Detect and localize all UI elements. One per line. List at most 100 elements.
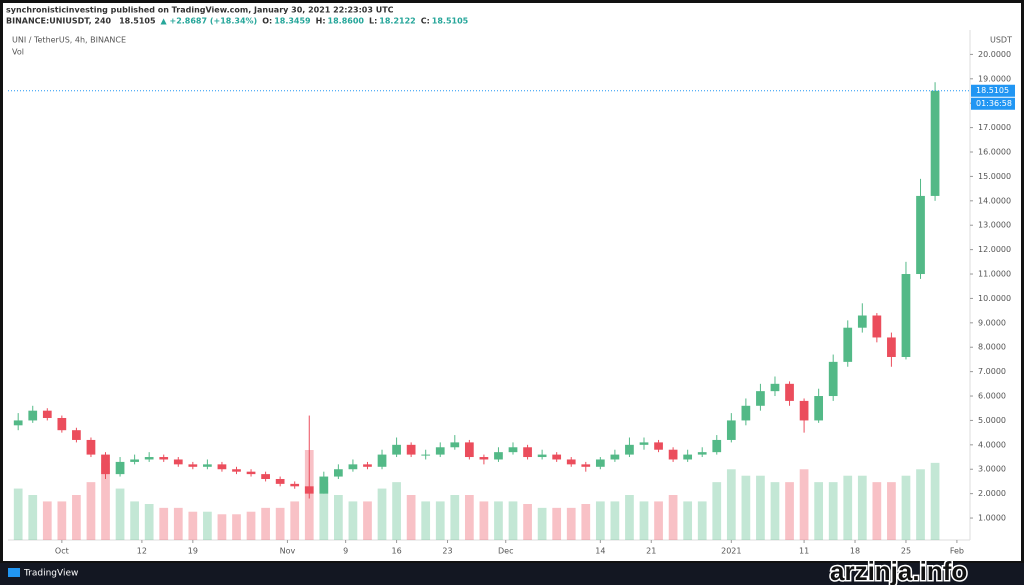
y-tick-label: 9.0000 (978, 318, 1006, 327)
candle-body (785, 383, 794, 401)
last-price-label: 18.5105 (976, 86, 1009, 95)
volume-bar (581, 504, 591, 540)
candle-body (595, 459, 605, 467)
chart-title: UNI / TetherUS, 4h, BINANCE (12, 36, 126, 45)
volume-bar (101, 462, 110, 540)
chart-background (3, 3, 1021, 561)
candle-body (275, 478, 285, 484)
y-unit: USDT (990, 36, 1012, 45)
ohlc-label: O: (262, 17, 272, 26)
ohlc-label: C: (421, 17, 430, 26)
volume-bar (523, 504, 532, 540)
countdown-box (971, 97, 1015, 110)
brand-logo (8, 568, 20, 577)
volume-bar (232, 514, 241, 540)
candle-body (828, 361, 838, 397)
candle-body (42, 410, 52, 418)
candle-body (246, 471, 256, 475)
volume-bar (130, 501, 139, 540)
y-tick-label: 12.0000 (978, 245, 1011, 254)
x-tick-label: Dec (498, 547, 513, 556)
volume-bar (552, 507, 562, 540)
ohlc-value: 18.8600 (328, 17, 365, 26)
volume-bar (464, 495, 474, 540)
y-tick-label: 5.0000 (978, 416, 1006, 425)
volume-bar (537, 507, 547, 540)
y-tick-label: 14.0000 (978, 196, 1011, 205)
candle-body (217, 464, 227, 470)
candle-body (639, 442, 649, 445)
candle-body (348, 464, 358, 470)
volume-bar (159, 507, 169, 540)
x-tick-label: 12 (137, 547, 147, 556)
y-tick-label: 10.0000 (978, 294, 1011, 303)
volume-bar (435, 501, 445, 540)
volume-bar (639, 501, 649, 540)
candle-body (683, 454, 693, 460)
candle-body (668, 449, 678, 460)
candle-body (159, 457, 169, 460)
last-price-box (971, 84, 1015, 97)
volume-bar (42, 501, 52, 540)
x-tick-label: 23 (442, 547, 452, 556)
volume-bar (610, 501, 620, 540)
volume-bar (799, 469, 809, 540)
candle-body (101, 454, 110, 475)
last-price: 18.5105 (119, 17, 156, 26)
volume-bar (785, 482, 794, 540)
volume-bar (13, 488, 23, 540)
volume-bar (28, 495, 38, 540)
y-tick-label: 8.0000 (978, 343, 1006, 352)
candle-body (406, 444, 416, 455)
candle-body (319, 476, 329, 494)
candle-body (261, 474, 270, 479)
candle-body (57, 417, 67, 431)
candle-body (363, 464, 372, 467)
candle-body (464, 442, 474, 458)
volume-bar (275, 507, 285, 540)
volume-bar (857, 475, 867, 540)
candle-body (726, 420, 736, 440)
candle-body (188, 464, 198, 467)
candle-body (741, 405, 751, 421)
volume-bar (828, 482, 838, 540)
y-tick-label: 16.0000 (978, 148, 1011, 157)
candle-body (173, 459, 183, 465)
candle-body (654, 442, 663, 450)
y-tick-label: 20.0000 (978, 50, 1011, 59)
volume-bar (872, 482, 882, 540)
candle-body (334, 469, 343, 477)
volume-bar (203, 511, 212, 540)
ohlc-label: L: (369, 17, 377, 26)
watermark: arzinja.info (830, 556, 967, 585)
y-tick-label: 19.0000 (978, 74, 1011, 83)
volume-bar (814, 482, 824, 540)
volume-bar (173, 507, 183, 540)
volume-bar (566, 507, 576, 540)
x-tick-label: Oct (55, 547, 69, 556)
volume-bar (290, 501, 300, 540)
candle-body (392, 444, 401, 455)
candle-body (887, 337, 896, 357)
volume-bar (901, 475, 911, 540)
candle-body (712, 439, 722, 453)
symbol: BINANCE:UNIUSDT, 240 (6, 17, 112, 26)
ohlc-value: 18.2122 (379, 17, 415, 26)
volume-bar (57, 501, 67, 540)
candle-body (304, 486, 314, 494)
volume-bar (479, 501, 489, 540)
candle-body (901, 274, 911, 357)
candle-body (625, 444, 634, 455)
y-tick-label: 3.0000 (978, 465, 1006, 474)
volume-bar (319, 482, 329, 540)
volume-bar (392, 482, 401, 540)
y-tick-label: 11.0000 (978, 270, 1011, 279)
volume-bar (86, 482, 96, 540)
volume-label: Vol (12, 48, 24, 57)
y-tick-label: 15.0000 (978, 172, 1011, 181)
candle-body (770, 383, 780, 392)
y-tick-label: 2.0000 (978, 489, 1006, 498)
candle-body (72, 430, 81, 440)
x-tick-label: 14 (595, 547, 605, 556)
